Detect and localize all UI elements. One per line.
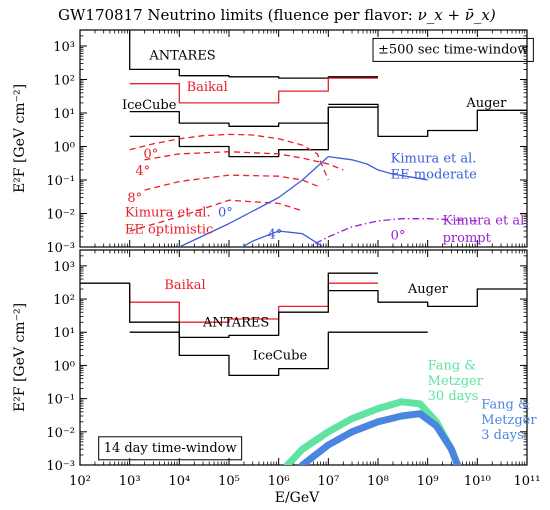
x-tick-label: 10⁹ [417,474,439,489]
series-fang3 [298,410,462,465]
y-tick-label: 10² [53,293,75,308]
series-antares [80,272,378,339]
series-kim_opt_4 [144,151,344,171]
y-tick-label: 10⁻² [46,426,75,441]
figure-title: GW170817 Neutrino limits (fluence per fl… [58,6,496,24]
panel-frame [79,29,528,248]
annotation-fang30b: Metzger [428,374,484,389]
series-kim_prompt [307,218,478,247]
annotation-kimpr2: prompt [443,231,492,246]
x-tick-label: 10⁵ [218,474,240,489]
y-tick-label: 10³ [53,40,75,55]
annotation-window: 14 day time-window [104,441,237,456]
y-tick-label: 10¹ [53,107,75,122]
y-axis-label: E²F [GeV cm⁻²] [12,84,28,193]
y-tick-label: 10⁻¹ [46,174,75,189]
x-tick-label: 10³ [119,474,141,489]
annotation-icecube: IceCube [253,349,308,364]
x-tick-label: 10⁷ [317,474,339,489]
x-tick-label: 10⁶ [268,474,290,489]
y-tick-label: 10⁻³ [46,459,75,474]
annotation-kimopt2: EE optimistic [125,223,213,238]
y-tick-label: 10⁻² [46,207,75,222]
annotation-baikal: Baikal [164,278,205,293]
series-icecube2 [129,106,378,158]
series-kim_opt_8 [144,174,321,191]
series-icecube [129,331,428,377]
annotation-fang3a: Fang & [481,398,529,413]
series-kim_mod_0 [179,155,428,247]
annotation-kimmod2: EE moderate [391,168,477,183]
y-tick-label: 10⁰ [53,140,75,155]
annotation-ang8a: 8° [127,191,142,206]
y-tick-label: 10⁻³ [46,241,75,256]
y-tick-label: 10⁻¹ [46,393,75,408]
series-auger [328,288,527,308]
series-kim_mod_4 [240,230,325,247]
annotation-ang0b: 0° [218,206,233,221]
title-text: GW170817 Neutrino limits (fluence per fl… [58,6,418,24]
x-tick-label: 10² [69,474,91,489]
annotation-kimopt1: Kimura et al. [125,206,211,221]
y-tick-label: 10⁰ [53,359,75,374]
annotation-box [372,37,534,62]
series-kim_opt_0 [129,133,329,181]
y-tick-label: 10¹ [53,326,75,341]
y-axis-label: E²F [GeV cm⁻²] [12,303,28,412]
x-tick-label: 10¹⁰ [464,474,491,489]
annotation-icecube: IceCube [122,98,177,113]
annotation-antares: ANTARES [148,48,215,63]
series-kim_opt_low [129,199,303,232]
annotation-fang3b: Metzger [481,413,537,428]
annotation-box [98,436,243,461]
annotation-ang4a: 4° [135,164,150,179]
y-tick-label: 10² [53,73,75,88]
x-tick-label: 10⁸ [367,474,389,489]
annotation-auger: Auger [407,282,449,297]
annotation-ang0c: 0° [391,228,406,243]
annotation-fang30a: Fang & [428,359,476,374]
annotation-ang4b: 4° [268,227,283,242]
title-math: ν_x + ν̄_x) [418,6,496,24]
series-baikal [129,77,378,104]
annotation-antares: ANTARES [202,315,269,330]
annotation-window: ±500 sec time-window [378,42,528,57]
annotation-fang30c: 30 days [428,389,479,404]
x-tick-label: 10¹¹ [514,474,541,489]
x-axis-label: E/GeV [275,490,320,506]
series-auger [328,103,527,138]
annotation-ang0a: 0° [144,147,159,162]
annotation-kimpr1: Kimura et al. [443,213,529,228]
y-tick-label: 10³ [53,260,75,275]
top-panel: 10⁻³ 10⁻² 10⁻¹ 10⁰ 10¹ 10² 10³ E²F [GeV cm⁻²] ±5… [12,29,534,256]
annotation-auger: Auger [465,96,507,111]
bottom-panel: 10⁻³ 10⁻² 10⁻¹ 10⁰ 10¹ 10² 10³ 10² 10³ 10⁴ 10⁵ 10⁶ 1… [12,249,541,489]
x-tick-label: 10⁴ [168,474,190,489]
annotation-baikal: Baikal [187,80,228,95]
annotation-kimmod1: Kimura et al. [391,152,477,167]
annotation-fang3c: 3 days [481,428,524,443]
